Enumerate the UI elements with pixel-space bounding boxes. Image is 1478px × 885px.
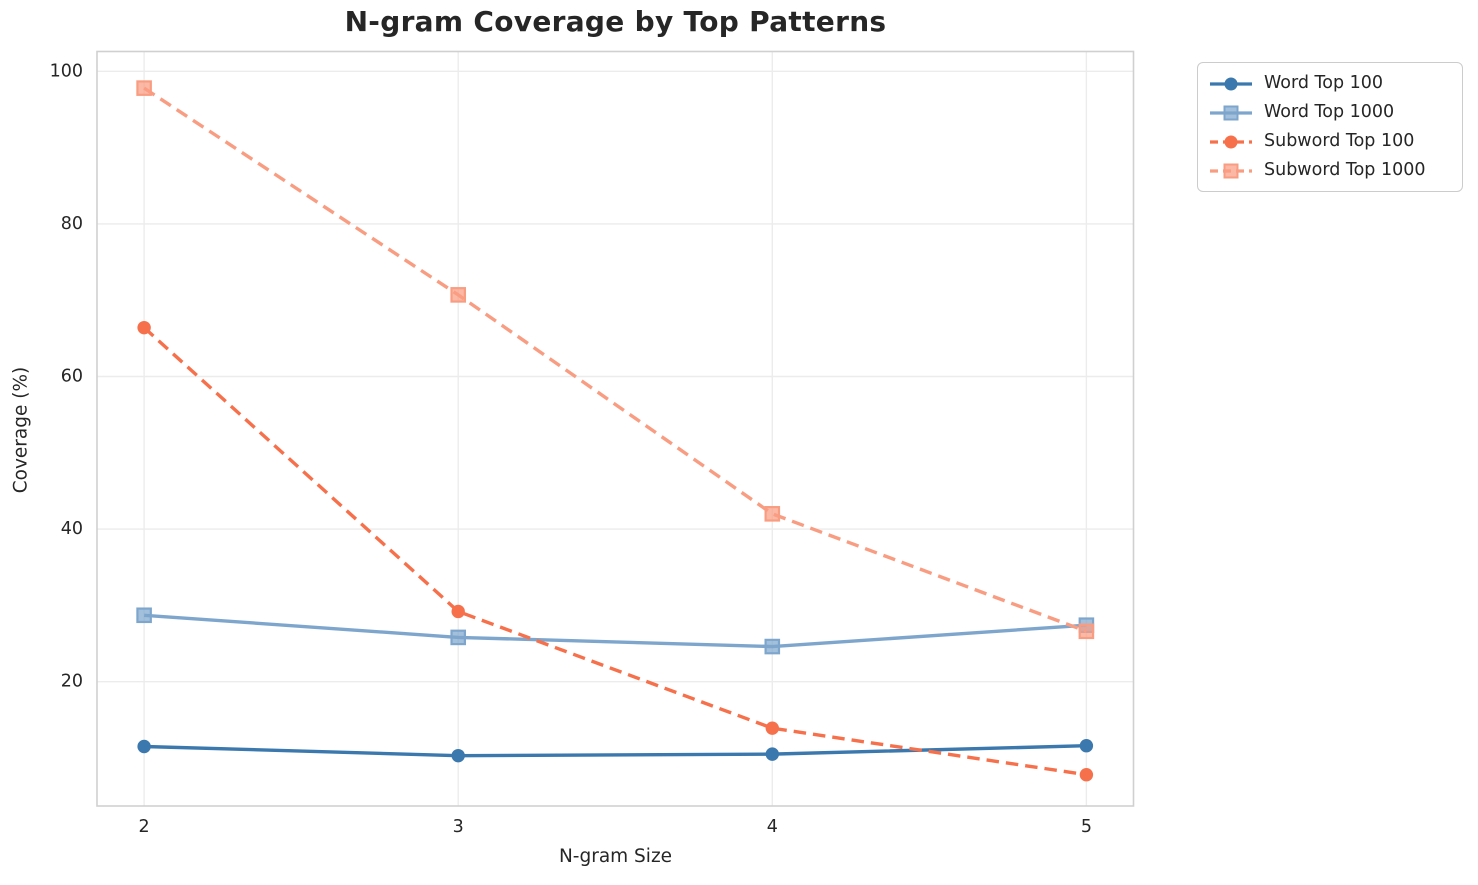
legend-swatch-marker [1224,135,1238,148]
legend-swatch-subword-top-1000-icon [1210,163,1252,178]
x-tick-label: 3 [453,817,464,837]
data-point-word-top-1000 [450,629,467,646]
data-point-subword-top-1000 [764,506,781,522]
x-tick-label: 5 [1081,817,1092,837]
data-point-subword-top-100 [451,604,465,619]
legend-item: Word Top 100 [1208,73,1452,95]
chart-title: N-gram Coverage by Top Patterns [344,5,887,38]
legend-swatch-word-top-1000-icon [1210,105,1252,120]
series-line-word-top-1000 [143,613,1087,649]
legend-label: Word Top 1000 [1264,101,1395,122]
legend-label: Subword Top 100 [1264,130,1415,151]
x-tick-label: 4 [767,817,778,837]
data-point-subword-top-1000 [1078,623,1095,640]
data-point-word-top-100 [765,747,779,761]
data-point-subword-top-1000 [450,287,467,303]
legend-swatch-subword-top-100-icon [1210,135,1252,148]
legend-item: Word Top 1000 [1208,102,1452,124]
y-tick-label: 80 [61,214,83,234]
data-point-word-top-1000 [136,607,152,624]
legend-swatch-word-top-100-icon [1210,77,1252,90]
data-point-subword-top-1000 [136,80,152,96]
legend-swatch-marker [1223,163,1239,178]
series-line-subword-top-100 [142,326,1087,777]
legend-swatch-marker [1224,77,1238,90]
data-point-word-top-100 [1079,739,1094,753]
legend-label: Subword Top 1000 [1264,159,1426,180]
legend-swatch-marker [1223,105,1239,120]
data-point-subword-top-100 [765,721,779,735]
y-tick-label: 60 [61,366,83,386]
y-tick-label: 40 [61,519,83,539]
data-point-subword-top-100 [137,320,151,335]
y-tick-label: 20 [61,672,83,692]
legend-item: Subword Top 100 [1208,131,1452,153]
data-point-word-top-1000 [764,638,781,655]
data-point-word-top-100 [451,748,465,763]
x-tick-label: 2 [139,817,150,837]
data-point-subword-top-100 [1079,768,1094,782]
data-point-word-top-100 [137,739,151,754]
series-line-word-top-100 [144,744,1087,758]
x-axis-label: N-gram Size [558,846,673,867]
plot-border [96,50,1135,807]
legend: Word Top 100 Word Top 1000 Subword Top 1… [1197,62,1463,192]
legend-label: Word Top 100 [1264,72,1384,93]
y-tick-label: 100 [50,61,83,81]
series-line-subword-top-1000 [143,86,1087,633]
legend-item: Subword Top 1000 [1208,160,1452,182]
